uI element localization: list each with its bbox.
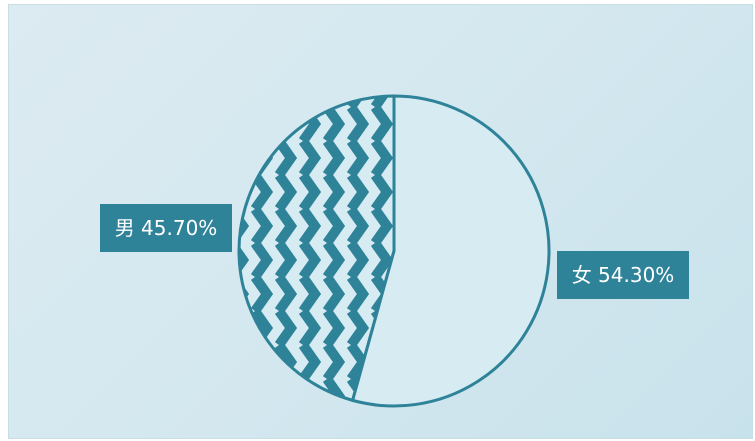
data-labels: 男 45.70% 女 54.30%: [100, 204, 689, 299]
data-label-text: 男 45.70%: [115, 216, 218, 240]
pie-slice-male: [237, 94, 396, 403]
data-label-text: 女 54.30%: [572, 263, 675, 287]
data-label-male: 男 45.70%: [100, 204, 232, 252]
pie-chart: 男 45.70% 女 54.30%: [100, 94, 689, 408]
pie-slices: [237, 94, 551, 408]
data-label-box: [100, 204, 232, 252]
chart-area: 男 45.70% 女 54.30%: [8, 4, 753, 439]
data-label-female: 女 54.30%: [557, 251, 689, 299]
pie-slice-female: [350, 94, 551, 408]
data-label-box: [557, 251, 689, 299]
